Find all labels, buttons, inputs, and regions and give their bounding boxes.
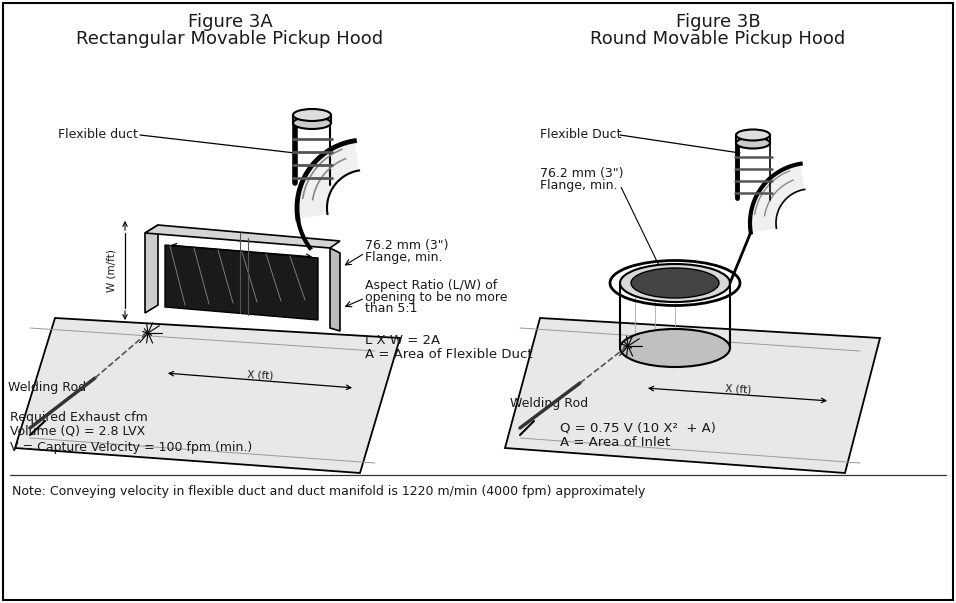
Text: X (ft): X (ft) xyxy=(247,370,273,381)
Ellipse shape xyxy=(293,109,331,121)
Polygon shape xyxy=(297,141,359,219)
Text: Flexible Duct: Flexible Duct xyxy=(540,128,621,142)
Text: V = Capture Velocity = 100 fpm (min.): V = Capture Velocity = 100 fpm (min.) xyxy=(10,441,252,455)
Ellipse shape xyxy=(736,137,770,148)
Text: Aspect Ratio (L/W) of: Aspect Ratio (L/W) of xyxy=(365,279,497,291)
Text: Flexible duct: Flexible duct xyxy=(58,128,138,142)
Ellipse shape xyxy=(736,130,770,140)
Text: 76.2 mm (3"): 76.2 mm (3") xyxy=(365,239,448,251)
Ellipse shape xyxy=(293,117,331,129)
Polygon shape xyxy=(330,248,340,331)
Polygon shape xyxy=(145,225,158,313)
Text: Required Exhaust cfm: Required Exhaust cfm xyxy=(10,411,148,425)
Text: Figure 3A: Figure 3A xyxy=(187,13,272,31)
Text: L (ft): L (ft) xyxy=(228,232,252,243)
Text: Welding Rod: Welding Rod xyxy=(510,397,588,409)
Text: A = Area of Flexible Duct: A = Area of Flexible Duct xyxy=(365,349,532,362)
Polygon shape xyxy=(15,318,400,473)
Text: Flange, min.: Flange, min. xyxy=(365,251,443,265)
Polygon shape xyxy=(750,164,805,232)
Polygon shape xyxy=(505,318,880,473)
Text: W (m/ft): W (m/ft) xyxy=(107,250,117,292)
Ellipse shape xyxy=(631,268,719,298)
Polygon shape xyxy=(165,245,318,320)
Ellipse shape xyxy=(620,264,730,302)
Text: Note: Conveying velocity in flexible duct and duct manifold is 1220 m/min (4000 : Note: Conveying velocity in flexible duc… xyxy=(12,484,645,497)
Text: Volume (Q) = 2.8 LVX: Volume (Q) = 2.8 LVX xyxy=(10,425,145,438)
Text: L X W = 2A: L X W = 2A xyxy=(365,335,440,347)
Ellipse shape xyxy=(620,329,730,367)
Text: X (ft): X (ft) xyxy=(725,384,751,395)
Text: opening to be no more: opening to be no more xyxy=(365,291,508,303)
Text: Rectangular Movable Pickup Hood: Rectangular Movable Pickup Hood xyxy=(76,30,383,48)
Polygon shape xyxy=(145,225,340,248)
Text: A = Area of Inlet: A = Area of Inlet xyxy=(560,437,670,449)
Text: than 5:1: than 5:1 xyxy=(365,303,418,315)
Text: Welding Rod: Welding Rod xyxy=(8,382,86,394)
Text: 76.2 mm (3"): 76.2 mm (3") xyxy=(540,166,623,180)
Text: Figure 3B: Figure 3B xyxy=(676,13,760,31)
Text: Q = 0.75 V (10 X²  + A): Q = 0.75 V (10 X² + A) xyxy=(560,421,716,435)
Text: Flange, min.: Flange, min. xyxy=(540,180,618,192)
Text: Round Movable Pickup Hood: Round Movable Pickup Hood xyxy=(591,30,846,48)
